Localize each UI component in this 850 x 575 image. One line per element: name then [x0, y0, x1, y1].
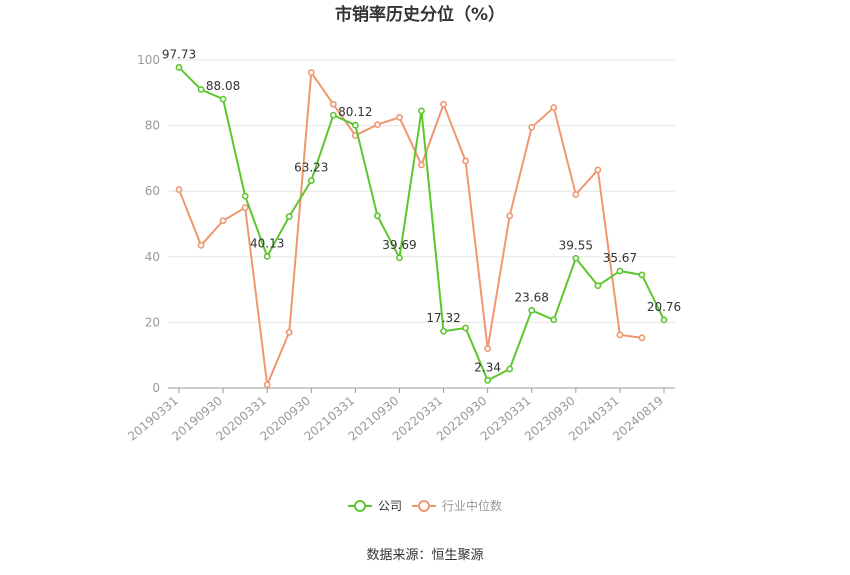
- data-point[interactable]: [616, 331, 624, 339]
- data-label: 2.34: [474, 360, 501, 374]
- legend-company-label: 公司: [378, 499, 402, 513]
- data-label: 97.73: [162, 47, 196, 61]
- data-point[interactable]: [396, 114, 403, 121]
- data-point[interactable]: [329, 111, 337, 119]
- data-label: 88.08: [206, 79, 240, 93]
- chart-title: 市销率历史分位（%）: [335, 4, 505, 25]
- data-point[interactable]: [484, 345, 492, 353]
- data-point[interactable]: [263, 252, 271, 260]
- data-point[interactable]: [307, 177, 315, 185]
- data-point[interactable]: [241, 192, 249, 200]
- gridlines: [168, 59, 675, 323]
- series-layer: [175, 64, 668, 389]
- data-point[interactable]: [241, 204, 249, 211]
- data-label: 39.69: [382, 238, 416, 252]
- data-label: 17.32: [426, 311, 460, 325]
- data-point[interactable]: [197, 241, 205, 249]
- data-point[interactable]: [660, 316, 668, 324]
- data-label: 39.55: [559, 238, 593, 252]
- data-point[interactable]: [440, 100, 447, 108]
- data-point[interactable]: [329, 100, 337, 108]
- data-point[interactable]: [351, 121, 359, 129]
- source-note: 数据来源：恒生聚源: [366, 548, 483, 563]
- y-tick-label: 100: [137, 53, 160, 67]
- data-point[interactable]: [528, 123, 536, 131]
- data-point[interactable]: [506, 212, 514, 220]
- legend[interactable]: 公司 行业中位数: [348, 498, 502, 513]
- data-label: 23.68: [515, 290, 549, 304]
- data-point[interactable]: [506, 365, 514, 373]
- data-point[interactable]: [285, 328, 293, 336]
- y-tick-label: 80: [145, 119, 160, 133]
- data-point[interactable]: [462, 157, 469, 165]
- data-point[interactable]: [528, 306, 536, 314]
- data-point[interactable]: [285, 213, 293, 220]
- data-point[interactable]: [638, 334, 646, 342]
- data-point[interactable]: [550, 104, 558, 111]
- data-point[interactable]: [484, 376, 492, 384]
- data-point[interactable]: [418, 107, 425, 115]
- data-point[interactable]: [418, 161, 425, 169]
- series-line: [178, 66, 665, 382]
- series-industry-median: [175, 69, 646, 389]
- data-point[interactable]: [572, 191, 580, 198]
- data-labels: 97.73 88.08 40.13 63.23 80.12 39.69 17.32 2.34 2…: [162, 47, 681, 374]
- y-tick-label: 60: [145, 184, 160, 198]
- data-point[interactable]: [594, 282, 602, 290]
- data-label: 63.23: [294, 161, 328, 175]
- legend-industry-label: 行业中位数: [442, 498, 502, 513]
- data-point[interactable]: [219, 95, 227, 103]
- data-point[interactable]: [440, 327, 447, 335]
- legend-company-marker: [354, 500, 366, 512]
- data-point[interactable]: [197, 86, 205, 93]
- data-label: 20.76: [647, 300, 681, 314]
- legend-industry-marker: [418, 500, 430, 512]
- y-tick-label: 20: [145, 315, 160, 329]
- data-label: 35.67: [603, 251, 637, 265]
- series-company: [175, 64, 668, 384]
- data-point[interactable]: [572, 254, 580, 262]
- data-point[interactable]: [374, 121, 381, 129]
- data-point[interactable]: [307, 69, 315, 76]
- legend-item-company[interactable]: 公司: [348, 499, 402, 513]
- data-point[interactable]: [396, 254, 403, 262]
- data-point[interactable]: [616, 267, 624, 275]
- data-point[interactable]: [594, 166, 602, 174]
- data-point[interactable]: [374, 212, 381, 220]
- series-line: [178, 69, 643, 389]
- y-tick-label: 40: [145, 250, 160, 264]
- y-tick-label: 0: [152, 381, 160, 395]
- data-label: 80.12: [338, 105, 372, 119]
- data-label: 40.13: [250, 236, 284, 250]
- data-point[interactable]: [263, 381, 271, 389]
- data-point[interactable]: [550, 316, 558, 324]
- data-point[interactable]: [175, 64, 183, 71]
- data-point[interactable]: [175, 186, 183, 193]
- legend-item-industry[interactable]: 行业中位数: [412, 498, 502, 513]
- data-point[interactable]: [219, 217, 227, 225]
- data-point[interactable]: [638, 271, 646, 279]
- data-point[interactable]: [462, 324, 469, 332]
